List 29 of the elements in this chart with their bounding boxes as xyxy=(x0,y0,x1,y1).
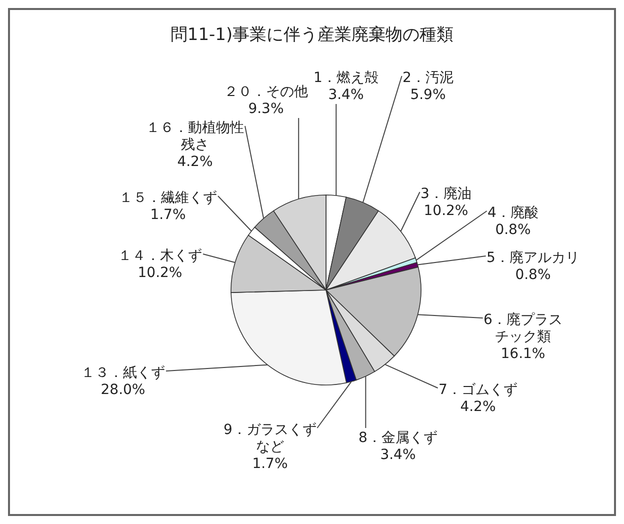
data-label: 28.0% xyxy=(100,382,146,398)
data-label: 0.8% xyxy=(515,267,551,283)
slice-label: 8．金属くず xyxy=(358,430,438,446)
data-label: 4.2% xyxy=(460,399,496,415)
slice-label: 2．汚泥 xyxy=(402,70,454,86)
slice-label: 5．廃アルカリ xyxy=(486,250,580,266)
data-label: 0.8% xyxy=(495,222,531,238)
slice-label: １６．動植物性残さ xyxy=(146,120,244,153)
data-label: 3.4% xyxy=(328,87,364,103)
slice-label: 9．ガラスくずなど xyxy=(224,422,316,455)
slice-label: １３．紙くず xyxy=(81,365,165,381)
slice-label: ２０．その他 xyxy=(224,84,308,100)
data-label: 1.7% xyxy=(150,207,186,223)
chart-title: 問11-1)事業に伴う産業廃棄物の種類 xyxy=(170,25,454,45)
slice-label: 6．廃プラスチック類 xyxy=(484,312,562,345)
data-label: 3.4% xyxy=(380,447,416,463)
slice-label: 4．廃酸 xyxy=(488,205,538,221)
data-label: 1.7% xyxy=(252,456,288,472)
slice-label: 3．廃油 xyxy=(420,186,472,202)
data-label: 9.3% xyxy=(248,101,284,117)
data-label: 5.9% xyxy=(410,87,446,103)
slice-label: 1．燃え殻 xyxy=(314,70,378,86)
data-label: 10.2% xyxy=(424,203,468,219)
data-label: 4.2% xyxy=(177,154,213,170)
data-label: 16.1% xyxy=(500,346,546,362)
slice-label: １５．繊維くず xyxy=(119,190,217,206)
slice-label: １４．木くず xyxy=(118,248,202,264)
slice-label: 7．ゴムくず xyxy=(438,382,518,398)
data-label: 10.2% xyxy=(138,265,182,281)
